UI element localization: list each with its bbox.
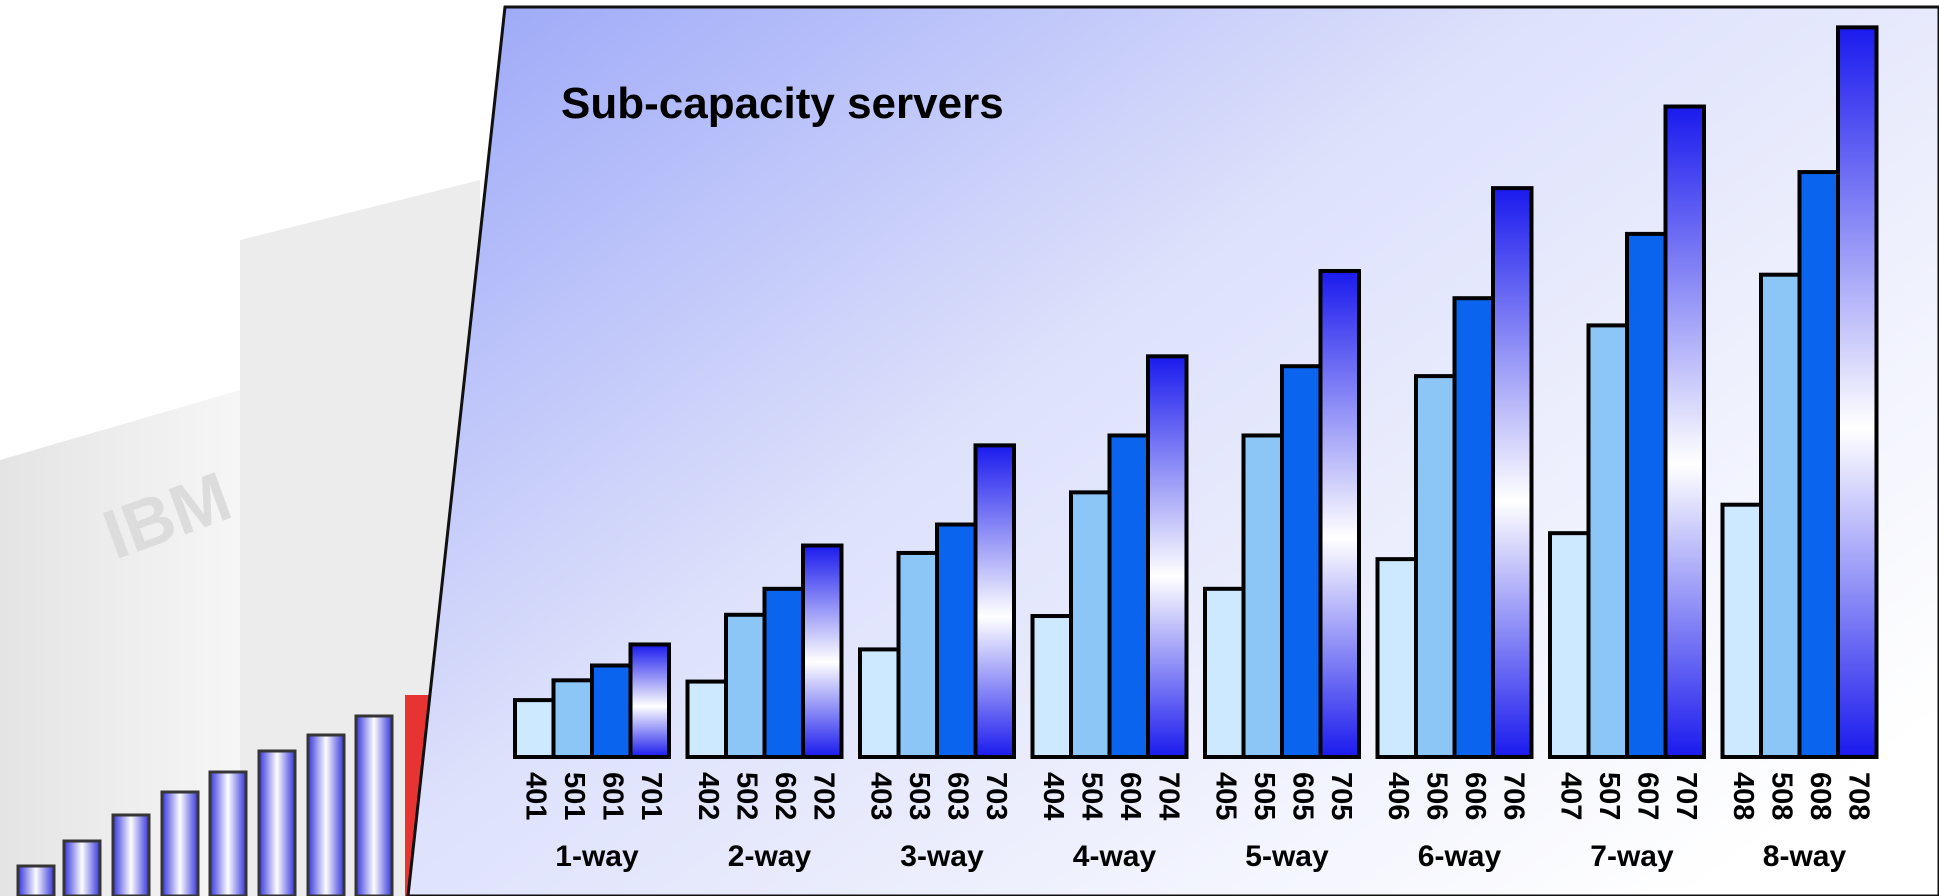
- x-tick-label: 607: [1632, 772, 1664, 820]
- bar: [1280, 364, 1323, 759]
- x-tick-label: 507: [1593, 772, 1625, 820]
- bar: [858, 647, 901, 759]
- chart-title: Sub-capacity servers: [561, 79, 1004, 128]
- x-tick-label: 501: [558, 772, 590, 820]
- bar: [590, 663, 633, 760]
- bar: [1452, 296, 1495, 759]
- bar: [1797, 170, 1840, 760]
- x-tick-label: 606: [1459, 772, 1491, 820]
- group-label: 3-way: [900, 840, 984, 873]
- bar: [1720, 502, 1763, 759]
- group-label: 2-way: [728, 840, 812, 873]
- x-tick-label: 505: [1248, 772, 1280, 820]
- bar: [1069, 490, 1112, 759]
- x-tick-label: 706: [1498, 772, 1530, 820]
- bar: [1548, 531, 1591, 759]
- bar: [685, 679, 728, 760]
- server-backdrop: [0, 390, 240, 896]
- x-tick-label: 506: [1421, 772, 1453, 820]
- x-tick-label: 601: [597, 772, 629, 820]
- x-tick-label: 504: [1076, 772, 1108, 820]
- x-tick-label: 707: [1670, 772, 1702, 820]
- x-tick-label: 605: [1287, 772, 1319, 820]
- bar: [1241, 433, 1284, 759]
- bar: [513, 698, 556, 760]
- bar: [1375, 557, 1418, 760]
- x-tick-label: 403: [865, 772, 897, 820]
- bar: [724, 612, 767, 759]
- bar: [762, 586, 805, 760]
- x-tick-label: 703: [980, 772, 1012, 820]
- bar: [1203, 586, 1246, 760]
- group-label: 5-way: [1245, 840, 1329, 873]
- bar: [973, 443, 1016, 759]
- bar: [1836, 25, 1879, 760]
- x-tick-label: 502: [731, 772, 763, 820]
- x-tick-label: 407: [1555, 772, 1587, 820]
- bar: [628, 642, 671, 759]
- group-label: 8-way: [1763, 840, 1847, 873]
- bar: [1107, 433, 1150, 759]
- x-tick-label: 708: [1843, 772, 1875, 820]
- bar: [1663, 104, 1706, 760]
- group-label: 1-way: [555, 840, 639, 873]
- x-tick-label: 602: [769, 772, 801, 820]
- x-tick-label: 604: [1114, 772, 1146, 820]
- bar: [1146, 354, 1189, 759]
- x-tick-label: 402: [692, 772, 724, 820]
- x-tick-label: 503: [903, 772, 935, 820]
- x-tick-label: 508: [1766, 772, 1798, 820]
- group-label: 7-way: [1590, 840, 1674, 873]
- x-tick-label: 705: [1325, 772, 1357, 820]
- group-label: 4-way: [1073, 840, 1157, 873]
- group-label: 6-way: [1418, 840, 1502, 873]
- x-tick-label: 704: [1153, 772, 1185, 820]
- bar: [551, 678, 594, 759]
- x-tick-label: 406: [1382, 772, 1414, 820]
- bar: [1318, 268, 1361, 759]
- x-tick-label: 701: [635, 772, 667, 820]
- bar: [896, 550, 939, 760]
- x-tick-label: 401: [520, 772, 552, 820]
- bar: [935, 522, 978, 759]
- bar: [801, 543, 844, 760]
- bar: [1030, 614, 1073, 760]
- x-tick-label: 404: [1037, 772, 1069, 820]
- x-tick-label: 405: [1210, 772, 1242, 820]
- bar: [1759, 272, 1802, 759]
- x-tick-label: 702: [808, 772, 840, 820]
- bar: [1414, 374, 1457, 759]
- x-tick-label: 603: [942, 772, 974, 820]
- x-tick-label: 408: [1727, 772, 1759, 820]
- x-tick-label: 608: [1804, 772, 1836, 820]
- bar: [1586, 323, 1629, 759]
- bar: [1491, 186, 1534, 759]
- bar: [1625, 231, 1668, 759]
